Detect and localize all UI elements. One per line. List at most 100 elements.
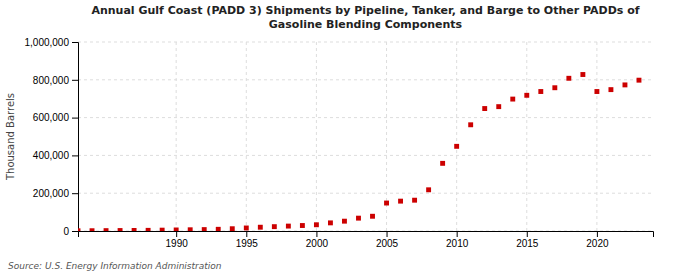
point (623, 82, 628, 87)
point (90, 228, 95, 231)
point (426, 187, 431, 192)
tick-label: 2010 (446, 238, 469, 249)
point (510, 97, 515, 102)
tick-label: 2005 (376, 238, 399, 249)
tick-mark (527, 231, 528, 237)
point (300, 223, 305, 228)
tick-mark (72, 155, 78, 156)
tick-label: 2020 (586, 238, 609, 249)
point (174, 228, 179, 231)
annotation: Source: U.S. Energy Information Administ… (8, 261, 222, 271)
point (314, 222, 319, 227)
tick: 2020 (586, 231, 609, 249)
point (384, 201, 389, 206)
point (118, 228, 123, 231)
tick: 1995 (236, 231, 259, 249)
point (230, 226, 235, 231)
tick-mark (176, 231, 177, 237)
tick: 0 (63, 226, 78, 237)
grid-line (78, 117, 653, 118)
tick-label: 200,000 (33, 188, 70, 199)
point (482, 106, 487, 111)
point (160, 228, 165, 231)
title: Annual Gulf Coast (PADD 3) Shipments by … (91, 4, 639, 31)
point (454, 144, 459, 149)
point (440, 161, 445, 166)
grid-line (246, 42, 247, 231)
tick-label: 1995 (236, 238, 259, 249)
point (398, 199, 403, 204)
tick-mark (387, 231, 388, 237)
point (608, 87, 613, 92)
chart: 1990 1995 2000 2005 2010 2015 2020 0 200,000 400,… (0, 0, 675, 275)
point (328, 220, 333, 225)
grid-line (78, 42, 653, 43)
tick-label: 600,000 (33, 112, 70, 123)
point (356, 216, 361, 221)
point (637, 78, 642, 83)
point (216, 227, 221, 231)
point (244, 226, 249, 231)
y-axis: 0 200,000 400,000 600,000 800,000 1,000,000 (25, 37, 79, 237)
point (104, 228, 109, 231)
tick: 600,000 (33, 112, 78, 123)
tick-mark (72, 193, 78, 194)
tick: 2010 (446, 231, 469, 249)
point (566, 76, 571, 81)
tick-mark (597, 231, 598, 237)
point (272, 224, 277, 229)
tick-mark (246, 231, 247, 237)
tick: 2015 (516, 231, 539, 249)
grid-line (596, 42, 597, 231)
tick-mark (457, 231, 458, 237)
axis-line (72, 43, 79, 232)
grid-line (316, 42, 317, 231)
tick-mark (72, 118, 78, 119)
axis-line (79, 232, 654, 238)
grid-line (78, 155, 653, 156)
tick-label: 1990 (166, 238, 189, 249)
tick: 200,000 (33, 188, 78, 199)
point (258, 225, 263, 230)
point (552, 85, 557, 90)
grid-line (78, 193, 653, 194)
point (342, 219, 347, 224)
tick: 1990 (166, 231, 189, 249)
tick: 2000 (306, 231, 329, 249)
point (496, 104, 501, 109)
point (412, 198, 417, 203)
tick-mark (72, 80, 78, 81)
tick: 800,000 (33, 75, 78, 86)
tick-label: 0 (63, 226, 69, 237)
tick-mark (316, 231, 317, 237)
grid-line (456, 42, 457, 231)
point (370, 214, 375, 219)
tick-label: 2015 (516, 238, 539, 249)
tick-mark (72, 42, 78, 43)
point (132, 228, 137, 231)
tick-label: 1,000,000 (25, 37, 70, 48)
point (188, 227, 193, 231)
tick-mark (72, 231, 78, 232)
tick: 400,000 (33, 150, 78, 161)
tick-label: 400,000 (33, 150, 70, 161)
point (580, 72, 585, 77)
y-axis-title: Thousand Barrels (5, 93, 16, 181)
point (594, 89, 599, 94)
grid (78, 42, 653, 231)
tick: 1,000,000 (25, 37, 79, 48)
tick-label: 2000 (306, 238, 329, 249)
tick-label: 800,000 (33, 75, 70, 86)
tick: 2005 (376, 231, 399, 249)
point (146, 228, 151, 231)
points (78, 72, 641, 231)
point (468, 122, 473, 127)
point (538, 89, 543, 94)
point (286, 224, 291, 229)
x-axis: 1990 1995 2000 2005 2010 2015 2020 (79, 231, 654, 249)
grid-line (176, 42, 177, 231)
grid-line (526, 42, 527, 231)
point (524, 93, 529, 98)
point (78, 228, 80, 231)
plot: 1990 1995 2000 2005 2010 2015 2020 0 200,000 400,… (25, 37, 654, 249)
